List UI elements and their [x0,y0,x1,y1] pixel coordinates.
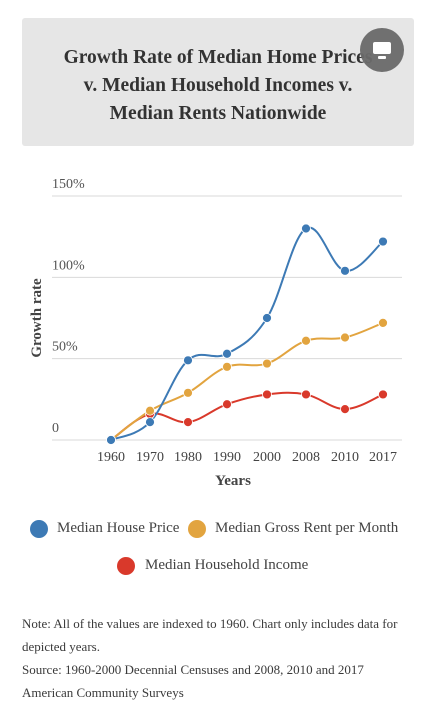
data-point [145,417,155,428]
data-point [222,399,232,410]
chart-source: Source: 1960-2000 Decennial Censuses and… [22,662,364,700]
chart-note: Note: All of the values are indexed to 1… [22,616,398,654]
legend-marker-income [117,557,135,575]
x-tick-label: 1960 [97,450,125,465]
x-tick-label: 1970 [136,450,164,465]
legend-label-rent: Median Gross Rent per Month [215,520,399,536]
chart-header: Growth Rate of Median Home Prices v. Med… [22,18,414,146]
data-point [145,405,155,416]
data-point [222,348,232,359]
data-point [340,265,350,276]
x-axis-title: Years [215,473,251,489]
data-point [106,435,116,445]
y-tick-label: 150% [52,177,85,192]
data-point [262,358,272,369]
legend-marker-house-price [30,520,48,538]
data-point [340,404,350,414]
data-point [301,223,311,234]
screen-icon [373,42,391,59]
data-point [262,389,272,400]
data-point [340,332,350,343]
data-point [262,313,272,323]
data-point [183,355,193,366]
chart-title-line-1: Growth Rate of Median Home Prices [63,47,373,68]
y-tick-label: 50% [52,340,78,355]
y-tick-label: 0 [52,421,59,436]
x-tick-label: 2000 [253,450,281,465]
data-point [378,317,388,328]
x-tick-label: 1990 [213,450,241,465]
data-point [301,335,311,346]
data-point [378,389,388,400]
data-point [183,417,193,428]
data-point [378,236,388,247]
chart-title-line-2: v. Median Household Incomes v. [83,75,353,96]
x-tick-label: 1980 [174,450,202,465]
x-tick-label: 2008 [292,450,320,465]
y-tick-label: 100% [52,258,85,273]
legend-marker-rent [188,520,206,538]
chart-title: Growth Rate of Median Home Prices v. Med… [36,44,400,128]
chart-title-line-3: Median Rents Nationwide [109,103,327,124]
data-point [183,387,193,398]
x-tick-label: 2010 [331,450,359,465]
y-axis-title: Growth rate [29,278,45,358]
legend-label-income: Median Household Income [145,557,309,573]
fullscreen-button[interactable] [360,28,404,72]
line-chart: 0 50% 100% 150% 1960 1970 1980 1990 2000 2008 2010… [29,177,402,489]
data-point [222,361,232,372]
data-point [301,389,311,400]
legend-label-house-price: Median House Price [57,520,180,536]
x-tick-label: 2017 [369,450,397,465]
series-line [110,226,384,441]
